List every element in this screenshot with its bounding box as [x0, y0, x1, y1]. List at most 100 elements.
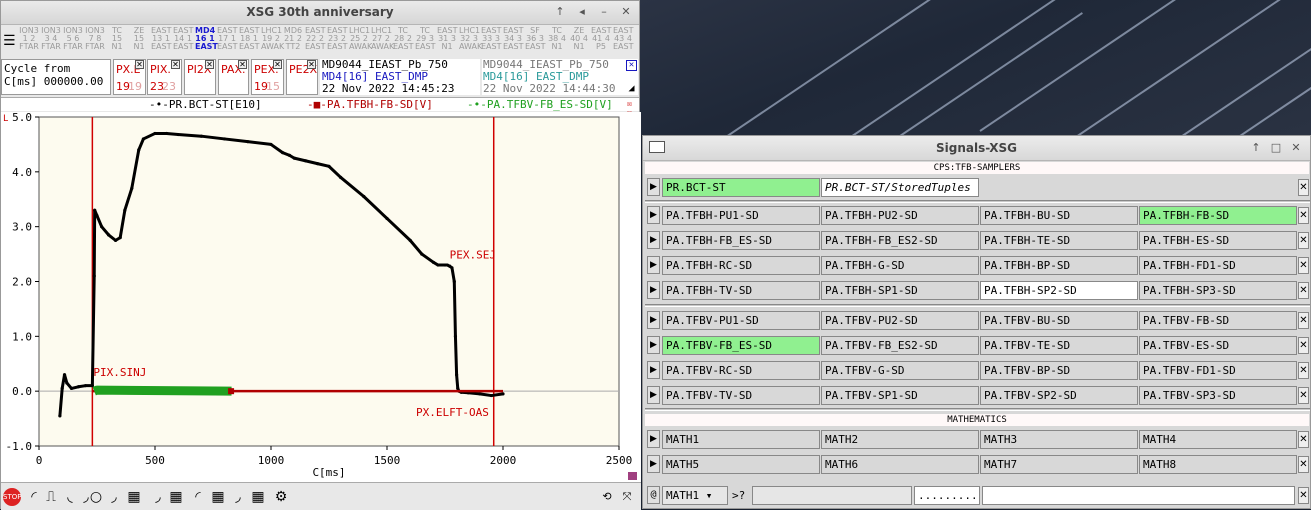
window-menu-icon[interactable]: [649, 141, 665, 153]
series-point[interactable]: [269, 142, 273, 147]
signal-button[interactable]: PA.TFBV-FD1-SD: [1139, 361, 1297, 380]
row-expand-icon[interactable]: ▶: [647, 430, 660, 448]
row-expand-icon[interactable]: ▶: [647, 311, 660, 329]
series-point[interactable]: [60, 386, 64, 391]
signal-button[interactable]: PA.TFBV-FB_ES2-SD: [821, 336, 979, 355]
legend-item-bct[interactable]: -•-PR.BCT-ST[E10]: [149, 98, 262, 111]
machine-user-cell[interactable]: ZE 40 4 N1: [569, 27, 589, 51]
machine-user-cell[interactable]: TC 15 N1: [107, 27, 127, 51]
signal-button[interactable]: PA.TFBV-TE-SD: [980, 336, 1138, 355]
signal-button[interactable]: PA.TFBH-FB_ES2-SD: [821, 231, 979, 250]
sig-close-icon[interactable]: ✕: [1291, 141, 1301, 154]
machine-user-cell[interactable]: LHC1 32 3 AWAK: [459, 27, 482, 51]
series-point[interactable]: [339, 175, 343, 179]
signal-button-bct[interactable]: PR.BCT-ST: [662, 178, 820, 197]
series-point[interactable]: [76, 385, 81, 389]
signal-button[interactable]: PA.TFBH-FB_ES-SD: [662, 231, 820, 250]
row-close-icon[interactable]: ✕: [1298, 207, 1309, 224]
machine-user-cell[interactable]: EAST 23 2 EAST: [327, 27, 348, 51]
series-point[interactable]: [199, 134, 203, 138]
series-point[interactable]: [420, 252, 424, 256]
event-close-icon[interactable]: ✕: [238, 60, 247, 69]
grid2-icon[interactable]: ▦: [211, 489, 225, 505]
signal-button[interactable]: PA.TFBH-FD1-SD: [1139, 256, 1297, 275]
signal-button[interactable]: PA.TFBH-RC-SD: [662, 256, 820, 275]
machine-user-cell[interactable]: EAST 13 1 EAST: [151, 27, 172, 51]
legend-item-tfbv[interactable]: -•-PA.TFBV-FB_ES-SD[V]: [467, 98, 613, 111]
series-point[interactable]: [130, 186, 134, 190]
row-expand-icon[interactable]: ▶: [647, 386, 660, 404]
close-icon[interactable]: ✕: [621, 5, 631, 18]
series-point[interactable]: [327, 164, 331, 168]
curve-icon[interactable]: ◟: [67, 489, 73, 505]
row-expand-icon[interactable]: ▶: [647, 256, 660, 274]
machine-user-cell[interactable]: EAST 22 2 EAST: [305, 27, 326, 51]
series-point[interactable]: [100, 225, 104, 229]
row-close-icon[interactable]: ✕: [1298, 257, 1309, 274]
machine-user-cell[interactable]: EAST 18 1 EAST: [239, 27, 260, 51]
hook3-icon[interactable]: ◞: [235, 489, 241, 505]
machine-user-cell[interactable]: EAST 34 3 EAST: [503, 27, 524, 51]
event-close-icon[interactable]: ✕: [273, 60, 282, 69]
machine-user-cell[interactable]: ION3 1 2 FTAR: [19, 27, 39, 51]
row-close-icon[interactable]: ✕: [1298, 456, 1309, 473]
signal-button[interactable]: PA.TFBH-G-SD: [821, 256, 979, 275]
hook2-icon[interactable]: ◞: [155, 489, 161, 505]
zoom-fit-icon[interactable]: ⤧: [622, 490, 632, 503]
machine-user-cell[interactable]: LHC1 27 2 AWAK: [371, 27, 394, 51]
cycle-event-box[interactable]: PIX. 23 23 ✕: [147, 59, 182, 95]
bottom-close-icon[interactable]: ✕: [1298, 487, 1309, 504]
row-expand-icon[interactable]: ▶: [647, 281, 660, 299]
signal-button[interactable]: PA.TFBV-BP-SD: [980, 361, 1138, 380]
machine-user-cell[interactable]: ION3 5 6 FTAR: [63, 27, 83, 51]
series-point[interactable]: [137, 148, 141, 152]
series-point[interactable]: [287, 153, 292, 157]
machine-user-cell[interactable]: LHC1 19 2 AWAK: [261, 27, 284, 51]
cycle-event-box[interactable]: PX.E 19 19 ✕: [113, 59, 146, 95]
row-expand-icon[interactable]: ▶: [647, 455, 660, 473]
settings-icon[interactable]: ⚙: [274, 489, 288, 505]
signal-button[interactable]: PA.TFBH-FB-SD: [1139, 206, 1297, 225]
grid-icon[interactable]: ▦: [127, 489, 141, 505]
signal-button[interactable]: PA.TFBH-SP3-SD: [1139, 281, 1297, 300]
signal-button[interactable]: PA.TFBH-ES-SD: [1139, 231, 1297, 250]
signal-button[interactable]: MATH4: [1139, 430, 1297, 449]
dots-button[interactable]: ..........: [914, 486, 980, 505]
row-close-icon[interactable]: ✕: [1298, 362, 1309, 379]
signal-button[interactable]: MATH3: [980, 430, 1138, 449]
row-close-icon[interactable]: ✕: [1298, 431, 1309, 448]
series-point[interactable]: [452, 279, 456, 284]
row-close-icon[interactable]: ✕: [1298, 232, 1309, 249]
series-point[interactable]: [456, 386, 460, 391]
series-point[interactable]: [165, 131, 169, 136]
series-point[interactable]: [281, 151, 285, 155]
row-close-icon[interactable]: ✕: [1298, 179, 1309, 196]
cycle-event-box[interactable]: PE2X ✕: [286, 59, 318, 95]
signal-button[interactable]: MATH5: [662, 455, 820, 474]
pulse-icon[interactable]: ⎍: [46, 489, 56, 505]
signal-button[interactable]: PA.TFBH-BU-SD: [980, 206, 1138, 225]
circle-icon[interactable]: ○: [89, 489, 103, 505]
machine-user-cell[interactable]: LHC1 25 2 AWAK: [349, 27, 372, 51]
signal-button[interactable]: PA.TFBH-TV-SD: [662, 281, 820, 300]
row-close-icon[interactable]: ✕: [1298, 312, 1309, 329]
row-expand-icon[interactable]: ▶: [647, 178, 660, 196]
at-button[interactable]: @: [647, 486, 660, 504]
machine-user-cell[interactable]: ION3 7 8 FTAR: [85, 27, 105, 51]
signal-button[interactable]: MATH7: [980, 455, 1138, 474]
machine-user-cell[interactable]: EAST 14 1 EAST: [173, 27, 194, 51]
signal-button[interactable]: MATH2: [821, 430, 979, 449]
signal-button[interactable]: PA.TFBH-PU2-SD: [821, 206, 979, 225]
machine-user-cell[interactable]: SF 36 3 EAST: [525, 27, 546, 51]
event-close-icon[interactable]: ✕: [205, 60, 214, 69]
machine-user-cell[interactable]: EAST 43 4 EAST: [613, 27, 634, 51]
signal-button[interactable]: MATH8: [1139, 455, 1297, 474]
signal-button[interactable]: PA.TFBV-SP1-SD: [821, 386, 979, 405]
series-point[interactable]: [385, 216, 389, 221]
machine-user-cell[interactable]: ION3 3 4 FTAR: [41, 27, 61, 51]
arc-icon[interactable]: ◜: [31, 489, 37, 505]
signal-button[interactable]: PA.TFBV-FB-SD: [1139, 311, 1297, 330]
math-select[interactable]: MATH1 ▾: [662, 486, 728, 505]
signal-button[interactable]: PA.TFBH-SP1-SD: [821, 281, 979, 300]
signal-button[interactable]: MATH6: [821, 455, 979, 474]
